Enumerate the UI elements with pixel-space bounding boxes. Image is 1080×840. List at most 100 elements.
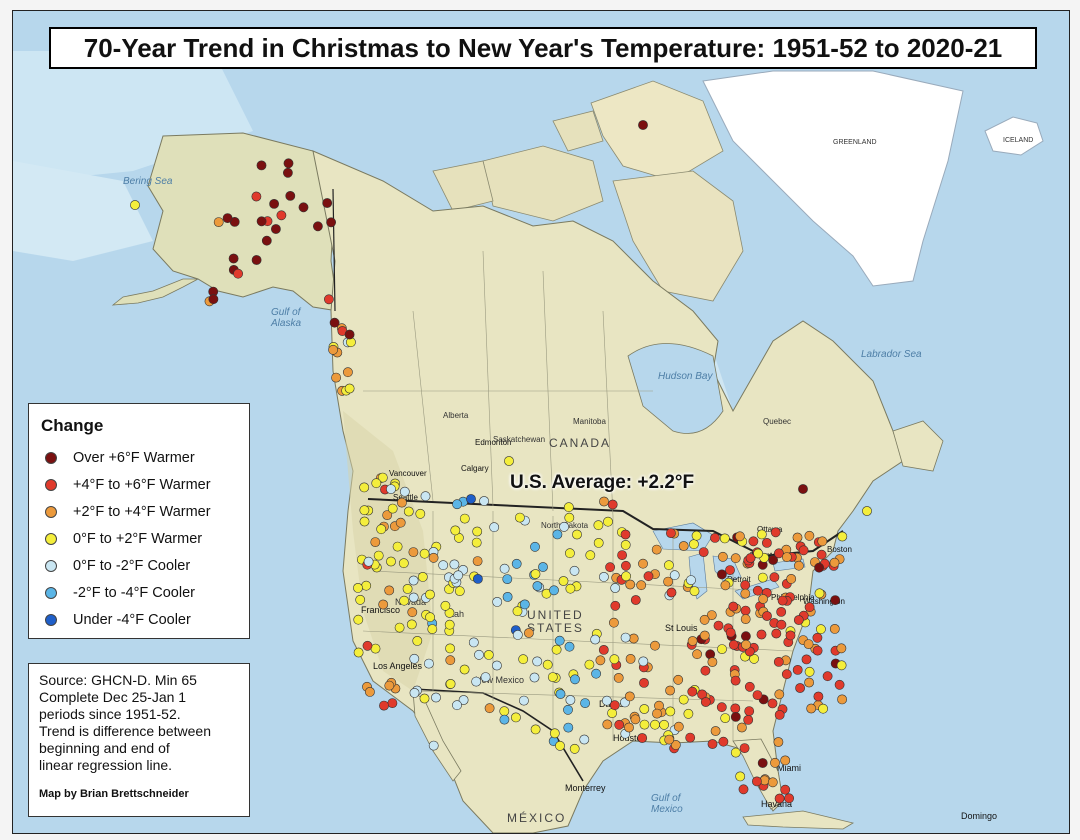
station-dot: [420, 491, 431, 502]
station-dot: [830, 595, 841, 605]
station-dot: [362, 640, 373, 651]
station-dot: [770, 757, 780, 768]
station-dot: [270, 224, 281, 234]
station-dot: [511, 558, 522, 569]
station-dot: [613, 673, 624, 683]
station-dot: [678, 541, 689, 551]
station-dot: [700, 665, 711, 676]
legend-item: +2°F to +4°F Warmer: [41, 498, 237, 525]
legend-label: -2°F to -4°F Cooler: [73, 584, 195, 601]
station-dot: [817, 536, 828, 547]
label-bering-sea: Bering Sea: [123, 176, 173, 187]
label-vancouver: Vancouver: [389, 469, 427, 478]
station-dot: [725, 627, 736, 638]
station-dot: [620, 529, 631, 540]
station-dot: [620, 540, 631, 550]
station-dot: [572, 529, 582, 540]
label-washington: Washington: [803, 597, 845, 606]
source-box: Source: GHCN-D. Min 65 Complete Dec 25-J…: [28, 663, 250, 817]
station-dot: [773, 657, 784, 667]
map-frame: 70-Year Trend in Christmas to New Year's…: [12, 10, 1070, 834]
station-dot: [829, 624, 840, 634]
label-nevada: Nevada: [395, 597, 427, 607]
station-dot: [717, 644, 727, 654]
station-dot: [359, 482, 370, 493]
station-dot: [740, 588, 751, 599]
ellesmere-island: [590, 80, 724, 182]
station-dot: [208, 294, 219, 305]
station-dot: [408, 575, 419, 586]
legend-label: +4°F to +6°F Warmer: [73, 476, 211, 493]
station-dot: [569, 743, 580, 754]
station-dot: [514, 512, 525, 523]
station-dot: [538, 562, 548, 572]
station-dot: [569, 565, 580, 576]
station-dot: [639, 719, 650, 730]
station-dot: [312, 221, 323, 232]
station-dot: [837, 531, 848, 542]
label-gulf-of-alaska: Gulf of Alaska: [271, 307, 302, 329]
station-dot: [739, 743, 750, 753]
station-dot: [427, 624, 438, 634]
station-dot: [472, 526, 483, 537]
station-dot: [419, 548, 430, 559]
station-dot: [670, 740, 681, 750]
station-dot: [624, 722, 634, 733]
label-manitoba: Manitoba: [573, 417, 606, 426]
station-dot: [595, 655, 606, 666]
greenland-landmass: [702, 70, 964, 287]
legend-label: +2°F to +4°F Warmer: [73, 503, 211, 520]
legend-swatch: [45, 586, 57, 599]
legend-label: 0°F to -2°F Cooler: [73, 557, 191, 574]
station-dot: [625, 654, 636, 664]
station-dot: [377, 472, 388, 483]
station-dot: [710, 533, 720, 543]
station-dot: [673, 674, 684, 685]
credit-text: Map by Brian Brettschneider: [39, 788, 189, 800]
station-dot: [552, 529, 563, 540]
station-dot: [710, 726, 721, 736]
station-dot: [512, 606, 523, 617]
station-dot: [417, 572, 428, 582]
station-dot: [774, 793, 785, 804]
station-dot: [387, 503, 398, 514]
station-dot: [774, 689, 785, 700]
station-dot: [555, 689, 566, 699]
label-edmonton: Edmonton: [475, 438, 512, 447]
station-dot: [403, 506, 414, 517]
station-dot: [605, 562, 615, 573]
station-dot: [730, 675, 741, 686]
station-dot: [285, 190, 296, 201]
station-dot: [686, 575, 696, 585]
station-dot: [563, 722, 574, 733]
station-dot: [730, 747, 741, 758]
station-dot: [609, 700, 620, 711]
station-dot: [558, 576, 569, 586]
station-dot: [666, 528, 676, 538]
station-dot: [407, 607, 418, 618]
station-dot: [812, 645, 823, 656]
station-dot: [685, 732, 696, 743]
station-dot: [630, 595, 641, 605]
station-dot: [793, 615, 804, 625]
legend-item: 0°F to +2°F Warmer: [41, 525, 237, 552]
station-dot: [472, 556, 483, 566]
aleutian-peninsula: [111, 278, 199, 306]
legend-label: Under -4°F Cooler: [73, 611, 191, 628]
hudson-bay-water: [627, 343, 724, 434]
label-labrador-sea: Labrador Sea: [861, 349, 922, 360]
station-dot: [402, 584, 413, 594]
legend-swatch: [45, 613, 57, 626]
station-dot: [798, 484, 808, 494]
station-dot: [603, 516, 613, 527]
station-dot: [444, 619, 455, 630]
station-dot: [728, 601, 739, 612]
station-dot: [716, 702, 727, 713]
station-dot: [579, 734, 590, 745]
station-dot: [471, 676, 482, 687]
station-dot: [233, 268, 243, 279]
station-dot: [762, 538, 772, 548]
station-dot: [650, 719, 660, 730]
label-san-francisco: Francisco: [361, 605, 401, 615]
label-united-states: UNITED STATES: [527, 608, 584, 635]
